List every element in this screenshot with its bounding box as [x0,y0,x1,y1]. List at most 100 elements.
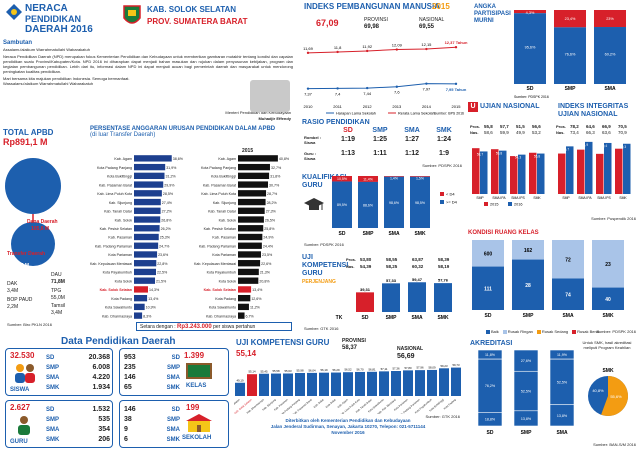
apm-top-segment [554,10,586,28]
ipm-legend-harapan: Harapan Lama Sekolah [336,112,376,116]
apbd-value-label: 6,7% [246,314,255,318]
apbd-value-label: 27,3% [266,210,277,214]
akreditasi-segment-label: 11,9% [557,353,568,357]
apbd-category-label: Kota Payakumbuh [207,271,236,275]
un-section: U UJIAN NASIONAL INDEKS INTEGRITAS UJIAN… [468,102,636,221]
ipm-year-tick: 2014 [422,104,432,109]
apbd-value-label: 31,2% [166,175,177,179]
akreditasi-pie-label-b: 40,8% [592,388,604,393]
dak-value: 3,4M [7,288,19,294]
kondisi-legend-swatch [486,329,490,334]
apbd-bar [134,268,156,276]
tamsil-label: Tamsil [51,303,66,309]
ukg-kab-bar-label: 56,19 [321,368,328,372]
akreditasi-segment-label: 13,8% [521,417,532,421]
guru-label: GURU [10,439,28,445]
apbd-value-label: 12,6% [251,297,262,301]
ukg-kab-bar-label: 58,09 [429,365,436,369]
akreditasi-segment-label: 18,8% [485,418,496,422]
apbd-value-label: 31,8% [270,175,281,179]
ipm-rerata-label: 7,4 [335,91,341,96]
apbd-2016-bar-chart: Kab. Agam 38,6% Kota Padang Panjang 31,9% Ko… [90,155,184,319]
apbd-bar [238,207,265,214]
ukg-kab-bar-label: 56,70 [357,367,364,371]
ukg-jenjang-bar-label: 57,33 [386,278,397,283]
dau-label: DAU [51,272,62,278]
apbd-bar [238,198,266,206]
sekolah-row-sma: 9 SMA [124,426,180,433]
un-category: SMP [562,196,570,200]
ukg-kab-category: Kab. Pasaman Barat [292,398,313,414]
apbd-bar [134,207,161,214]
ipm-rerata-label: 7,37 [304,92,313,97]
un-bar [577,149,585,194]
ipm-legend-rerata: Rerata Lama Sekolah [398,112,435,116]
ipm-title: INDEKS PEMBANGUNAN MANUSIA [304,2,441,11]
guru-row-smk: SMK 206 [46,436,110,443]
akreditasi-category: SD [487,430,494,436]
akreditasi-segment [513,410,539,427]
akreditasi-pie-slice [601,376,628,416]
ipm-rerata-last: 7,95 Tahun [446,87,467,92]
un-nas-value: 58,6 [484,130,493,135]
kualifikasi-bottom-label: 98,5% [415,201,425,205]
kualifikasi-chart: 10,5% 89,5% SD 11,4% 88,6% SMP 1,4% 98,6% SMA 1,5… [332,176,458,237]
dau-value: 71,8M [51,279,65,285]
un-category: SMP [476,196,484,200]
ipm-point-harapan [366,49,369,53]
apm-top-label: 4,3% [526,11,535,15]
apbd-bar [238,286,252,293]
ukg-kab-title: UJI KOMPETENSI GURU [236,338,330,347]
apbd-category-label: Kab. Agam [218,157,236,161]
ukg-pros-value: 58,55 [386,257,398,262]
kondisi-category: SMP [523,313,535,319]
kondisi-legend-item: Rusak Sedang [536,329,568,334]
rasio-guru-value: 1:9 [438,150,450,157]
tpg-label: TPG [51,288,62,294]
ukg-kab-prov-value: 58,37 [342,345,358,351]
ukg-kab-bar [451,367,461,396]
akreditasi-chart: 11,8% 76,2% 18,8% SD 27,6% 52,5% 13,8% SMP 11,9%… [477,350,628,436]
sambutan-greeting: Assalamu'alaikum Warrahmatullahi Wabarak… [3,47,90,52]
graduation-cap-icon [304,196,324,217]
kualifikasi-category: SD [339,231,346,237]
akreditasi-segment [513,370,539,412]
kondisi-bottom-label: 74 [565,292,571,298]
apbd-category-label: Kab. Padang Pariaman [95,244,132,248]
akreditasi-section: AKREDITASI Untuk SMK, hasil akreditasi m… [466,338,638,450]
kualifikasi-category: SMK [414,231,426,237]
apbd-bar [238,260,261,267]
apm-category: SD [527,86,534,92]
ipm-year: 2015 [432,2,450,11]
apbd-category-label: Kab. Pesisir Selatan [204,227,236,231]
ipm-point-harapan [336,50,339,54]
kualifikasi-top-segment [332,176,352,182]
ukg-kab-bar [247,374,257,396]
rasio-level-label: SD [343,127,353,134]
ipm-line-harapan [307,46,457,54]
ukg-jenjang-bar [408,282,426,312]
apbd-value-label: 40,8% [279,157,290,161]
kualifikasi-legend-ge: >= D4 [446,200,458,205]
ukg-jenjang-category: SMP [386,315,398,321]
rasio-rombel-value: 1:25 [372,136,387,143]
un-bar-label: 69,3 [620,145,626,149]
sekolah-label: SEKOLAH [182,435,212,441]
kondisi-legend-item: Baik [486,329,499,334]
ukg-kab-bar [367,371,377,396]
un-category: SMK [533,196,541,200]
apbd-category-label: Kab. Pasaman [212,236,236,240]
ukg-kab-bar-label: 57,36 [393,367,400,371]
kondisi-legend-label: Rusak Ringan [507,329,533,334]
un-bar-label: 54,3 [515,156,521,160]
ukg-kab-bar [259,373,269,396]
kualifikasi-top-segment [410,176,430,177]
kualifikasi-legend-lt: < D4 [446,192,455,197]
ukg-nas-value: 60,32 [412,264,424,269]
un-chart: 58,7 SMP 59,8 SMA IPA 54,3 SMA IPS 55,8 SMK 2015… [472,148,545,207]
kondisi-top-label: 72 [565,257,571,263]
apbd-value-label: 26,8% [161,218,172,222]
apbd-value-label: 20,8% [259,279,270,283]
apbd-bar [134,277,156,284]
ipm-point-rerata [336,87,339,90]
